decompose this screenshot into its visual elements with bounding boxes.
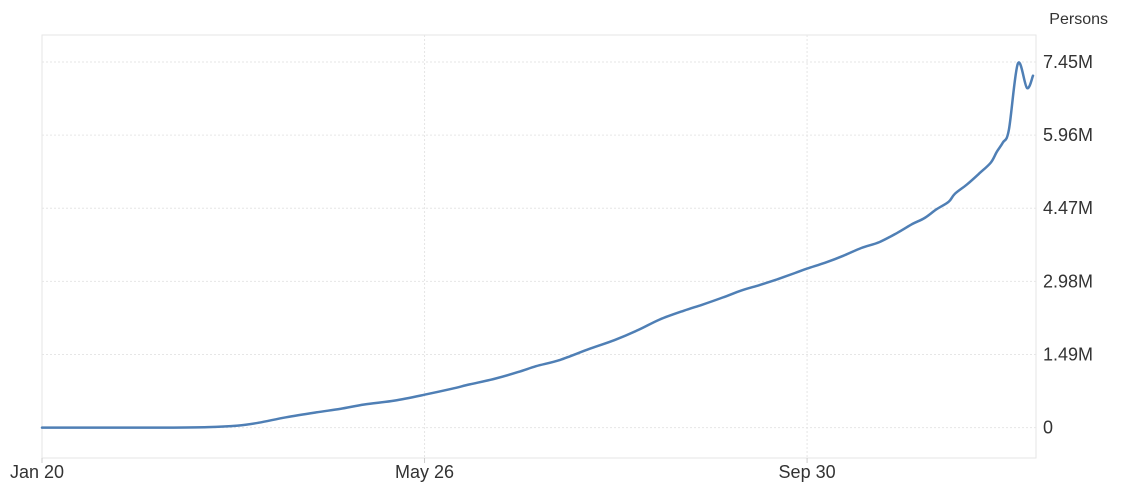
x-axis-ticks: Jan 20 May 26 Sep 30 — [10, 458, 836, 482]
series-group — [40, 61, 1035, 429]
y-axis-ticks: 0 1.49M 2.98M 4.47M 5.96M 7.45M — [1043, 52, 1093, 438]
y-tick-label: 5.96M — [1043, 125, 1093, 145]
y-tick-label: 4.47M — [1043, 198, 1093, 218]
y-tick-label: 7.45M — [1043, 52, 1093, 72]
y-axis-unit-label: Persons — [1049, 11, 1108, 28]
x-tick-label: Sep 30 — [779, 462, 836, 482]
grid-lines — [41, 35, 1036, 458]
series-line — [40, 61, 1035, 429]
plot-area-border — [41, 34, 1037, 459]
y-tick-label: 2.98M — [1043, 271, 1093, 291]
x-tick-label: Jan 20 — [10, 462, 64, 482]
y-tick-label: 0 — [1043, 418, 1053, 438]
y-tick-label: 1.49M — [1043, 344, 1093, 364]
x-tick-label: May 26 — [395, 462, 454, 482]
